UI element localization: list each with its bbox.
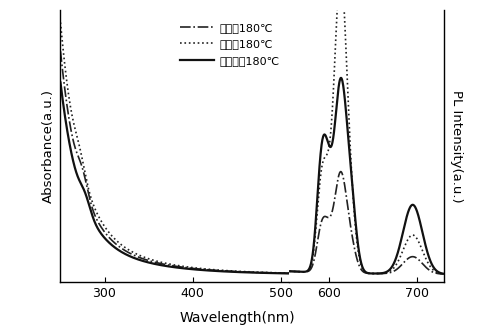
甲醇，180℃: [231, 270, 237, 274]
乙醇，180℃: [191, 266, 197, 270]
Y-axis label: PL Intensity(a.u.): PL Intensity(a.u.): [450, 90, 463, 202]
甲醇，180℃: [255, 271, 261, 275]
Text: Wavelength(nm): Wavelength(nm): [179, 311, 295, 325]
正丁醇，180℃: [286, 272, 292, 276]
正丁醇，180℃: [197, 268, 203, 272]
Line: 乙醇，180℃: 乙醇，180℃: [60, 22, 289, 273]
Line: 正丁醇，180℃: 正丁醇，180℃: [60, 82, 289, 274]
正丁醇，180℃: [191, 267, 197, 271]
乙醇，180℃: [197, 266, 203, 270]
甲醇，180℃: [191, 267, 197, 271]
乙醇，180℃: [203, 267, 209, 271]
Legend: 甲醇，180℃, 乙醇，180℃, 正丁醇，180℃: 甲醇，180℃, 乙醇，180℃, 正丁醇，180℃: [176, 18, 284, 70]
甲醇，180℃: [203, 268, 209, 272]
甲醇，180℃: [72, 144, 78, 148]
甲醇，180℃: [286, 271, 292, 275]
乙醇，180℃: [286, 271, 292, 275]
乙醇，180℃: [57, 20, 64, 24]
正丁醇，180℃: [72, 164, 78, 168]
甲醇，180℃: [197, 267, 203, 271]
乙醇，180℃: [255, 270, 261, 274]
乙醇，180℃: [72, 125, 78, 129]
正丁醇，180℃: [57, 80, 64, 84]
正丁醇，180℃: [231, 270, 237, 274]
Y-axis label: Absorbance(a.u.): Absorbance(a.u.): [42, 89, 55, 203]
Line: 甲醇，180℃: 甲醇，180℃: [60, 51, 289, 273]
乙醇，180℃: [231, 269, 237, 273]
正丁醇，180℃: [203, 268, 209, 272]
甲醇，180℃: [57, 49, 64, 53]
正丁醇，180℃: [255, 271, 261, 275]
